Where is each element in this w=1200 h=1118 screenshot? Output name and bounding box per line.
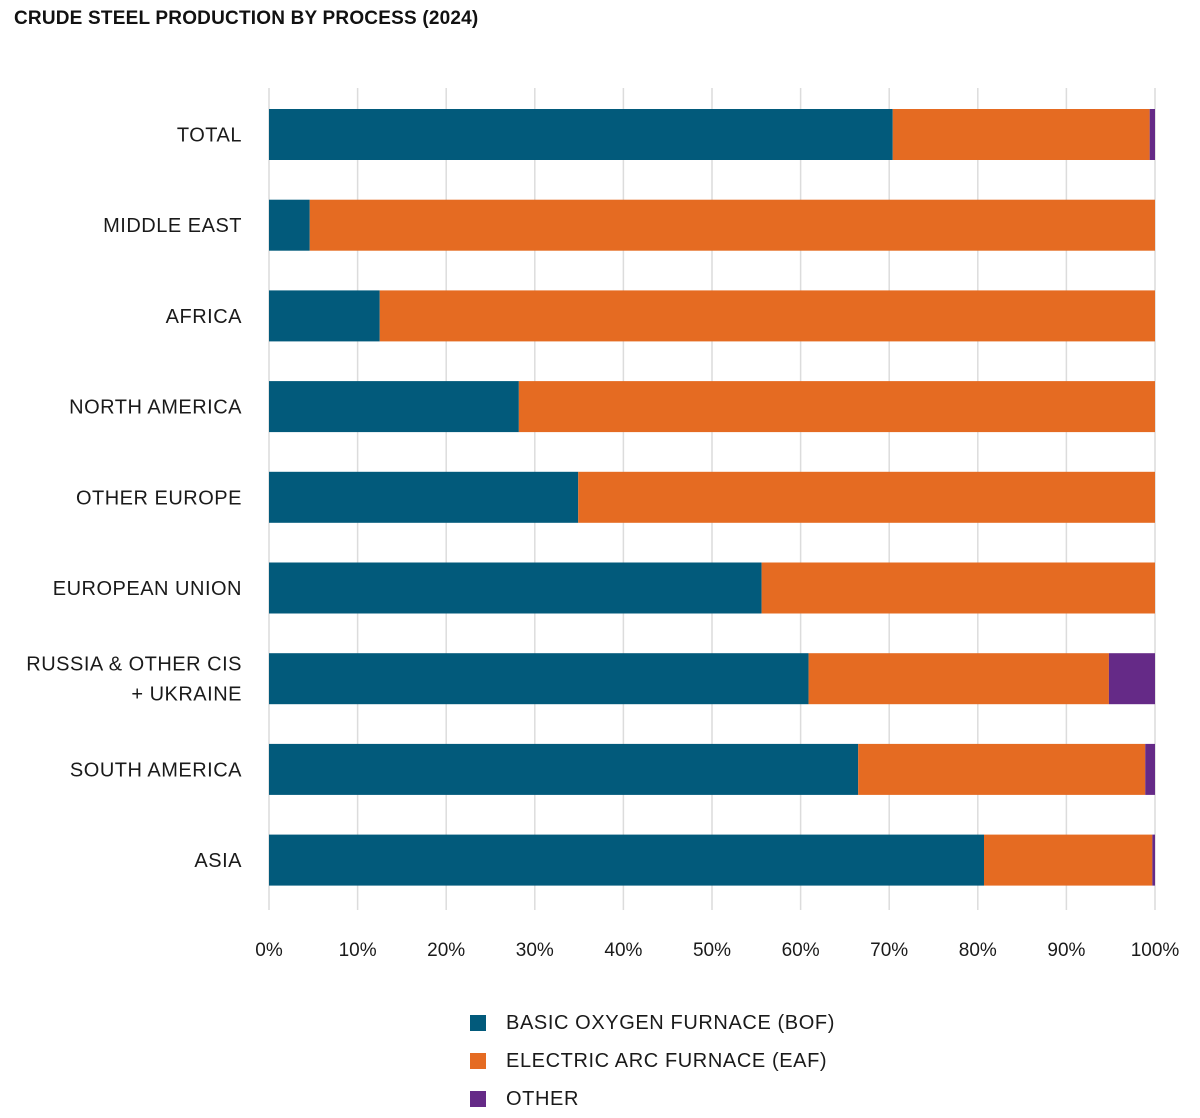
x-tick-labels: 0% 10% 20% 30% 40% 50% 60% 70% 80% 90% 100% [255,940,1179,961]
x-tick-label: 70% [870,940,908,961]
bar-segment-electric-arc-furnace-eaf [379,290,1155,342]
category-label: ASIA [194,850,242,872]
x-tick-label: 0% [255,940,283,961]
x-tick-label: 100% [1131,940,1180,961]
legend: BASIC OXYGEN FURNACE (BOF) ELECTRIC ARC … [470,1004,835,1118]
bar-segment-basic-oxygen-furnace-bof [269,290,380,342]
bar-segment-basic-oxygen-furnace-bof [269,653,809,705]
legend-label-bof: BASIC OXYGEN FURNACE (BOF) [506,1011,835,1034]
category-label: EUROPEAN UNION [53,578,242,600]
category-labels: TOTAL MIDDLE EAST AFRICA NORTH AMERICA OTHER… [26,125,243,873]
category-label: OTHER EUROPE [76,487,242,509]
x-tick-label: 10% [339,940,377,961]
bar-segment-electric-arc-furnace-eaf [309,199,1156,251]
bar-segment-other [1108,653,1155,705]
legend-swatch-eaf [470,1053,486,1069]
category-label: MIDDLE EAST [103,215,242,237]
bar-segment-basic-oxygen-furnace-bof [269,471,579,523]
category-label: AFRICA [166,306,243,328]
category-label: NORTH AMERICA [69,397,242,419]
bar-segment-basic-oxygen-furnace-bof [269,381,519,433]
bar-segment-other [1145,743,1155,795]
bar-segment-electric-arc-furnace-eaf [808,653,1109,705]
bar-segment-other [1152,834,1155,886]
category-label: SOUTH AMERICA [70,759,242,781]
x-tick-label: 30% [516,940,554,961]
legend-item-bof: BASIC OXYGEN FURNACE (BOF) [470,1004,835,1042]
bar-segment-electric-arc-furnace-eaf [761,562,1155,614]
bar-segment-basic-oxygen-furnace-bof [269,109,893,160]
x-tick-label: 50% [693,940,731,961]
x-tick-label: 80% [959,940,997,961]
category-label: RUSSIA & OTHER CIS [26,654,242,676]
x-tick-label: 40% [604,940,642,961]
bars [269,109,1156,886]
bar-segment-other [1149,109,1155,160]
bar-segment-electric-arc-furnace-eaf [578,471,1155,523]
x-tick-label: 60% [782,940,820,961]
legend-item-other: OTHER [470,1080,835,1118]
bar-segment-basic-oxygen-furnace-bof [269,743,859,795]
legend-swatch-other [470,1091,486,1107]
chart-title: CRUDE STEEL PRODUCTION BY PROCESS (2024) [14,8,479,29]
bar-segment-basic-oxygen-furnace-bof [269,199,310,251]
bar-segment-basic-oxygen-furnace-bof [269,834,985,886]
x-tick-label: 20% [427,940,465,961]
bar-segment-electric-arc-furnace-eaf [984,834,1153,886]
legend-item-eaf: ELECTRIC ARC FURNACE (EAF) [470,1042,835,1080]
x-tick-label: 90% [1047,940,1085,961]
legend-label-other: OTHER [506,1087,579,1110]
bar-segment-electric-arc-furnace-eaf [858,743,1146,795]
legend-label-eaf: ELECTRIC ARC FURNACE (EAF) [506,1049,828,1072]
bar-segment-electric-arc-furnace-eaf [892,109,1150,160]
bar-segment-basic-oxygen-furnace-bof [269,562,762,614]
stacked-bar-chart: TOTAL MIDDLE EAST AFRICA NORTH AMERICA OTHER… [26,88,1179,961]
category-label: TOTAL [177,125,242,147]
bar-segment-electric-arc-furnace-eaf [518,381,1155,433]
category-label: + UKRAINE [131,684,242,706]
legend-swatch-bof [470,1015,486,1031]
